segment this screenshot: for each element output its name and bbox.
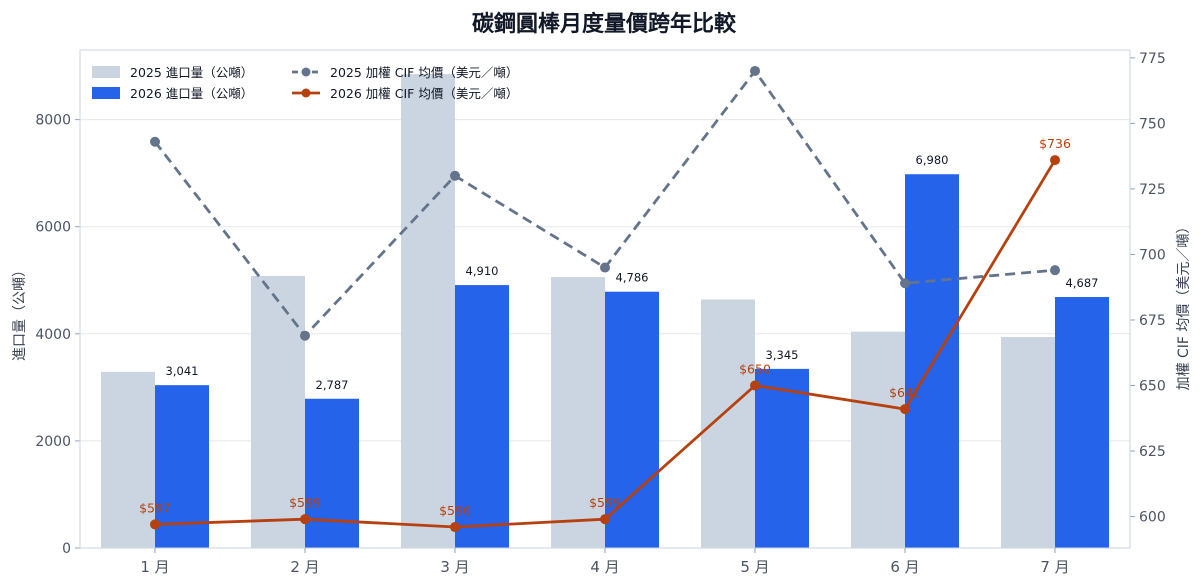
bar-2025: [401, 74, 455, 548]
x-tick-label: 2 月: [290, 558, 319, 576]
point-2026-price: [150, 519, 160, 530]
y-tick-label-right: 600: [1139, 510, 1166, 526]
point-2026-price: [450, 522, 460, 533]
price-value-label-2026: $736: [1039, 136, 1071, 151]
bar-value-label-2026: 4,910: [466, 264, 499, 278]
point-2026-price: [900, 404, 910, 415]
y-tick-label-left: 8000: [35, 113, 71, 129]
bar-2026: [455, 285, 509, 548]
point-2025-price: [450, 170, 460, 181]
x-tick-label: 4 月: [590, 558, 619, 576]
bar-2025: [251, 275, 305, 548]
bar-2025: [851, 331, 905, 548]
bar-2026: [905, 174, 959, 549]
y-tick-label-left: 6000: [35, 220, 71, 236]
bar-2025: [551, 277, 605, 548]
bar-value-label-2026: 3,041: [166, 364, 199, 378]
bar-value-label-2026: 2,787: [316, 378, 349, 392]
legend-label: 2025 加權 CIF 均價（美元／噸）: [330, 65, 518, 80]
legend-label: 2026 加權 CIF 均價（美元／噸）: [330, 86, 518, 101]
price-value-label-2026: $641: [889, 385, 921, 400]
bar-2026: [605, 291, 659, 548]
bar-2026: [1055, 297, 1109, 548]
price-value-label-2026: $599: [289, 495, 321, 510]
x-tick-label: 6 月: [890, 558, 919, 576]
price-value-label-2026: $596: [439, 503, 471, 518]
point-2025-price: [750, 65, 760, 76]
x-tick-label: 7 月: [1040, 558, 1069, 576]
y-tick-label-right: 775: [1139, 51, 1166, 67]
point-2026-price: [750, 380, 760, 391]
point-2026-price: [300, 514, 310, 525]
y-axis-label-left: 進口量（公噸）: [12, 263, 28, 361]
price-lines: [150, 65, 1060, 533]
data-labels: 3,041 2,787 4,910 4,786 3,345 6,980 4,687 $597 $…: [139, 136, 1098, 518]
legend-swatch-bar: [92, 87, 120, 99]
bar-value-label-2026: 3,345: [766, 348, 799, 362]
bar-value-label-2026: 6,980: [916, 153, 949, 167]
bar-2026: [155, 385, 209, 548]
legend-swatch-marker: [301, 67, 311, 77]
y-tick-label-right: 625: [1139, 444, 1166, 460]
bar-2025: [101, 371, 155, 548]
legend: 2025 進口量（公噸） 2026 進口量（公噸） 2025 加權 CIF 均價（美…: [92, 65, 518, 101]
bars: [101, 74, 1109, 549]
y-tick-label-right: 700: [1139, 247, 1166, 263]
legend-swatch-bar: [92, 66, 120, 78]
y-tick-label-left: 4000: [35, 327, 71, 343]
legend-swatch-marker: [301, 88, 311, 98]
y-axis-label-right: 加權 CIF 均價（美元／噸）: [1175, 220, 1192, 391]
bar-2026: [305, 398, 359, 548]
point-2025-price: [1050, 265, 1060, 276]
point-2025-price: [900, 278, 910, 289]
legend-label: 2025 進口量（公噸）: [130, 65, 253, 80]
x-tick-label: 5 月: [740, 558, 769, 576]
point-2025-price: [600, 262, 610, 273]
x-tick-label: 1 月: [140, 558, 169, 576]
bar-value-label-2026: 4,687: [1066, 276, 1099, 290]
y-tick-label-right: 725: [1139, 182, 1166, 198]
legend-label: 2026 進口量（公噸）: [130, 86, 253, 101]
bar-2025: [1001, 337, 1055, 548]
y-tick-label-right: 750: [1139, 116, 1166, 132]
y-tick-label-left: 2000: [35, 434, 71, 450]
price-value-label-2026: $599: [589, 495, 621, 510]
bar-value-label-2026: 4,786: [616, 271, 649, 285]
chart-title: 碳鋼圓棒月度量價跨年比較: [472, 11, 737, 37]
point-2025-price: [150, 136, 160, 147]
point-2026-price: [600, 514, 610, 525]
x-tick-label: 3 月: [440, 558, 469, 576]
price-value-label-2026: $597: [139, 500, 171, 515]
point-2026-price: [1050, 155, 1060, 166]
price-value-label-2026: $650: [739, 361, 771, 376]
y-tick-label-right: 675: [1139, 313, 1166, 329]
bar-2026: [755, 368, 809, 548]
axes: 0 2000 4000 6000 8000 600 625 650 675 700 725 750 77…: [35, 49, 1166, 576]
point-2025-price: [300, 330, 310, 341]
bar-2025: [701, 299, 755, 548]
y-tick-label-left: 0: [62, 541, 71, 557]
y-tick-label-right: 650: [1139, 378, 1166, 394]
